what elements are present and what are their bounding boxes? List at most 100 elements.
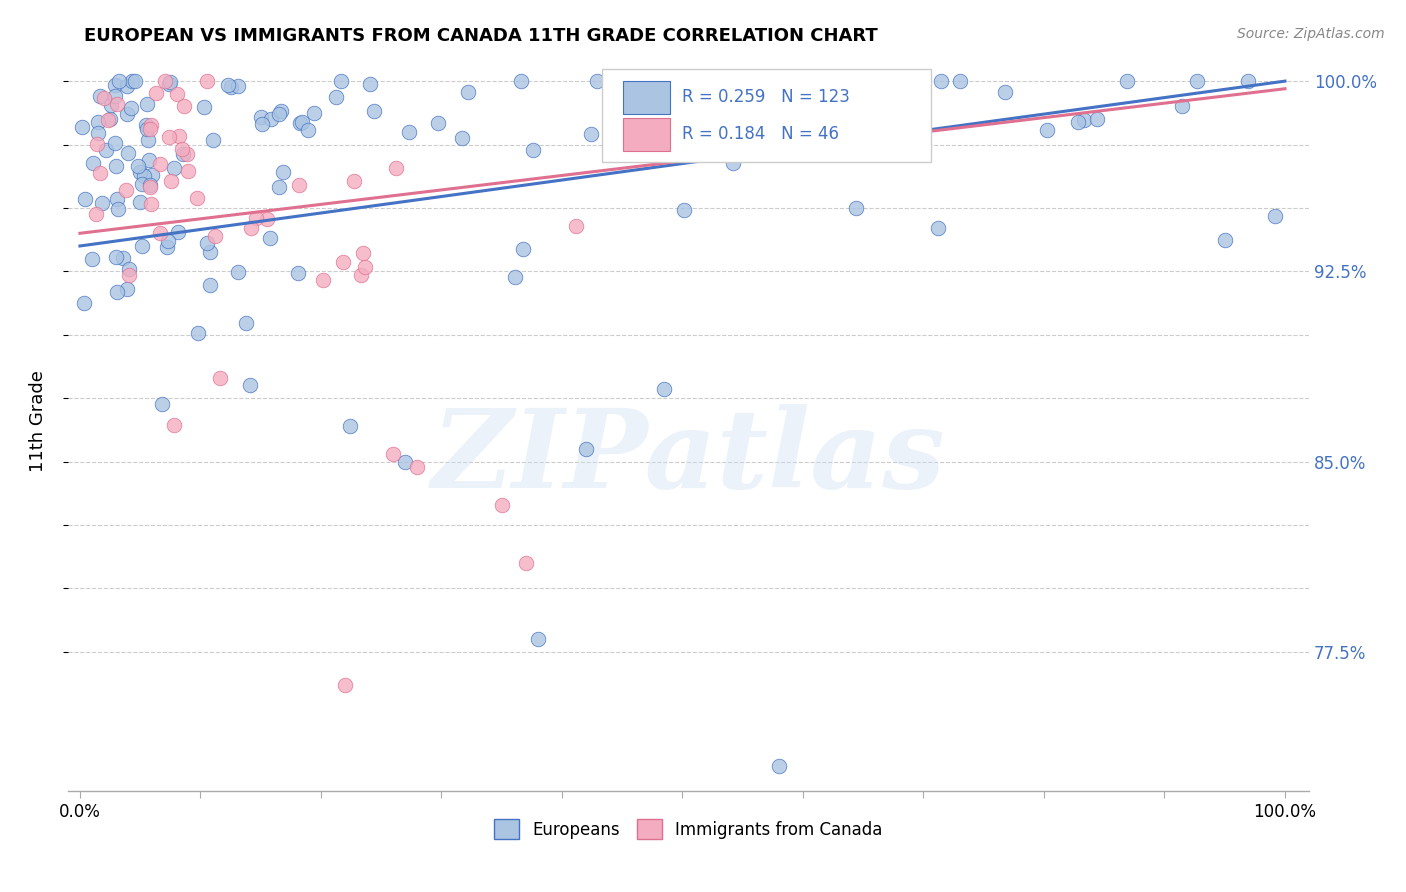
Point [187,326,209,340]
Point [131,177,153,191]
Point [129,195,152,210]
Point [129,165,152,179]
Point [90,195,112,210]
Point [167,128,190,143]
Point [354,260,377,275]
Text: Source: ZipAtlas.com: Source: ZipAtlas.com [1237,27,1385,41]
Point [86,137,108,152]
Point [141,168,163,182]
Point [451,131,474,145]
Point [204,228,226,243]
Point [200,245,222,260]
Point [104,160,127,174]
Point [217,78,239,92]
Point [117,146,139,161]
Point [82,156,104,170]
Point [457,85,479,99]
Point [359,78,381,92]
Point [162,417,184,432]
Point [141,197,163,211]
Bar [623,118,669,151]
Text: EUROPEAN VS IMMIGRANTS FROM CANADA 11TH GRADE CORRELATION CHART: EUROPEAN VS IMMIGRANTS FROM CANADA 11TH … [84,27,879,45]
Point [97,113,120,128]
Point [269,180,291,194]
Point [115,79,138,94]
Point [312,272,335,286]
Point [135,97,157,112]
Point [195,235,218,250]
Point [636,129,658,144]
Point [512,242,534,256]
Point [1187,74,1209,88]
Point [1237,74,1260,88]
Point [172,142,194,156]
Point [385,161,408,175]
Point [239,377,262,392]
Point [157,234,180,248]
Point [332,254,354,268]
Point [117,282,139,296]
Point [201,133,224,147]
Point [259,231,281,245]
Point [585,74,607,88]
Point [1264,209,1286,223]
Point [135,118,157,132]
Point [87,115,110,129]
Point [721,156,744,170]
Point [160,173,183,187]
Point [270,104,292,119]
Point [139,178,162,193]
Point [363,104,385,119]
Point [197,74,219,88]
Point [104,136,127,150]
Point [156,240,179,254]
Point [209,371,232,385]
Point [149,157,172,171]
Point [127,159,149,173]
Point [73,296,96,310]
Point [105,192,128,206]
Point [117,107,139,121]
Point [136,121,159,136]
Point [1085,112,1108,126]
Point [104,78,127,92]
Point [837,74,859,88]
Point [741,86,763,100]
Point [259,112,281,126]
Point [695,100,717,114]
Point [198,278,221,293]
Point [172,147,194,161]
Point [157,129,180,144]
Point [94,144,117,158]
Point [291,115,314,129]
Point [510,74,533,88]
Point [333,678,356,692]
Point [84,207,107,221]
Point [1116,74,1139,88]
Point [105,250,128,264]
Point [159,75,181,89]
Point [177,163,200,178]
Point [503,269,526,284]
Point [115,183,138,197]
Point [131,238,153,252]
Point [240,221,263,235]
Point [105,96,128,111]
Bar [623,81,669,113]
Point [339,418,361,433]
Point [120,101,142,115]
Point [80,252,103,266]
Point [256,212,278,227]
Point [350,268,373,282]
Point [100,97,122,112]
Point [491,498,513,512]
Point [297,123,319,137]
Point [107,202,129,216]
Point [394,454,416,468]
Point [703,122,725,136]
Point [304,105,326,120]
Point [406,459,429,474]
Point [249,111,271,125]
Point [1213,234,1236,248]
Point [104,88,127,103]
